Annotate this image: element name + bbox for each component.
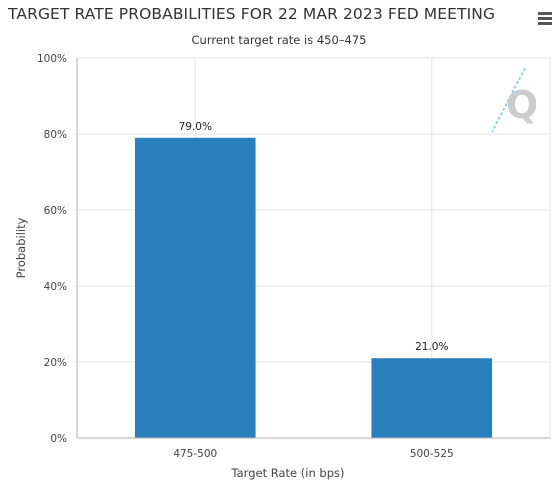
hamburger-menu-icon[interactable] xyxy=(538,12,552,25)
y-tick-label: 40% xyxy=(44,281,67,293)
x-axis-ticks: 475-500 500-525 xyxy=(173,448,453,460)
y-tick-label: 80% xyxy=(44,129,67,141)
x-tick-label: 500-525 xyxy=(410,448,454,460)
y-axis-ticks: 0% 20% 40% 60% 80% 100% xyxy=(37,53,67,445)
y-tick-label: 20% xyxy=(44,357,67,369)
data-labels: 79.0% 21.0% xyxy=(179,121,449,353)
watermark-text: Q xyxy=(506,83,538,127)
quikstrike-logo-icon: Q xyxy=(491,67,538,133)
x-tick-label: 475-500 xyxy=(173,448,217,460)
y-tick-label: 100% xyxy=(37,53,67,65)
axes xyxy=(76,58,550,439)
y-tick-label: 0% xyxy=(50,433,67,445)
y-axis-title: Probability xyxy=(14,217,28,278)
x-axis-title: Target Rate (in bps) xyxy=(231,466,345,480)
chart-title: TARGET RATE PROBABILITIES FOR 22 MAR 202… xyxy=(8,5,496,23)
bar[interactable] xyxy=(371,358,493,438)
bars xyxy=(134,137,493,439)
chart-subtitle: Current target rate is 450–475 xyxy=(191,33,367,47)
bar[interactable] xyxy=(134,137,256,439)
data-label: 79.0% xyxy=(179,121,212,133)
data-label: 21.0% xyxy=(415,341,448,353)
y-tick-label: 60% xyxy=(44,205,67,217)
